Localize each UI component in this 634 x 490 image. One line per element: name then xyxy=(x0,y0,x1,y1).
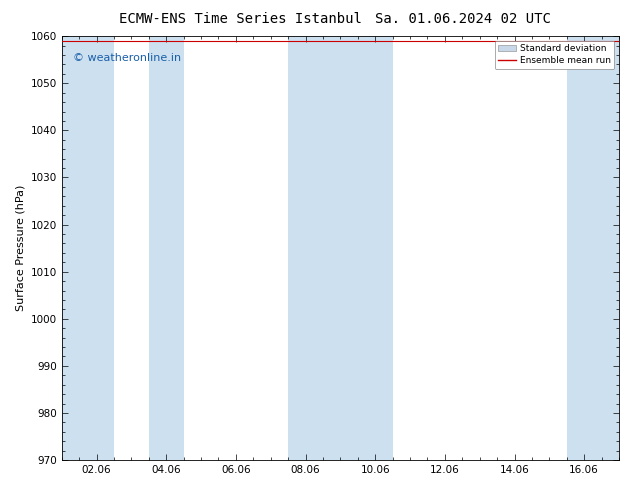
Y-axis label: Surface Pressure (hPa): Surface Pressure (hPa) xyxy=(15,185,25,311)
Legend: Standard deviation, Ensemble mean run: Standard deviation, Ensemble mean run xyxy=(495,41,614,69)
Text: Sa. 01.06.2024 02 UTC: Sa. 01.06.2024 02 UTC xyxy=(375,12,551,26)
Text: © weatheronline.in: © weatheronline.in xyxy=(73,53,181,63)
Text: ECMW-ENS Time Series Istanbul: ECMW-ENS Time Series Istanbul xyxy=(119,12,363,26)
Bar xyxy=(567,36,619,460)
Bar xyxy=(149,36,184,460)
Bar xyxy=(61,36,114,460)
Bar xyxy=(288,36,392,460)
